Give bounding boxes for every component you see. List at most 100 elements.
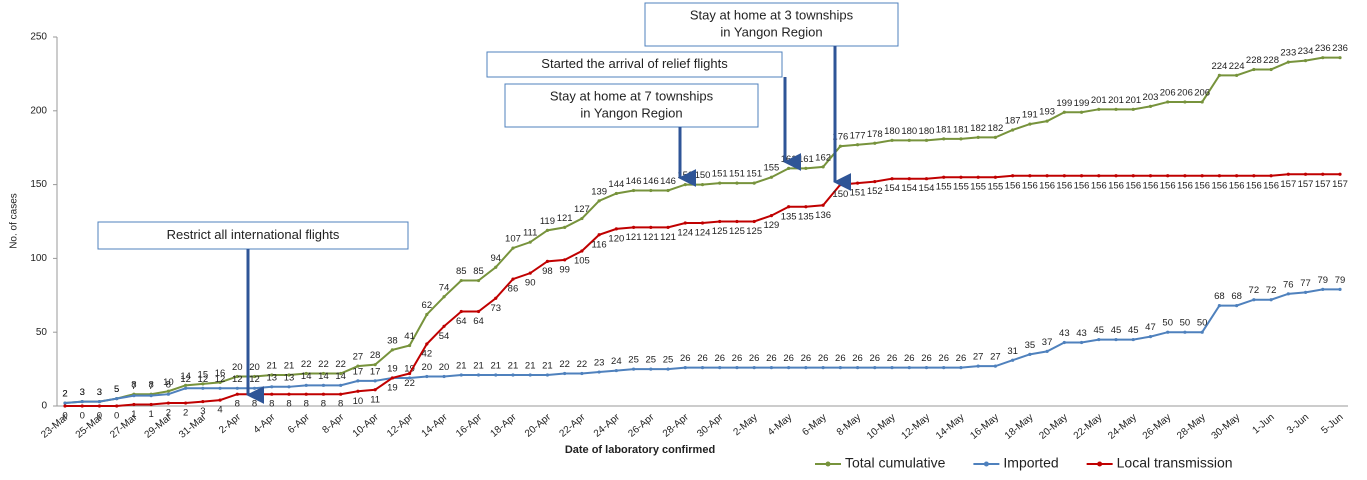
data-label: 156 <box>1246 180 1262 191</box>
point <box>1028 122 1032 126</box>
point <box>270 385 274 389</box>
point <box>924 138 929 142</box>
data-label: 146 <box>626 176 642 187</box>
data-label: 7 <box>131 381 136 392</box>
data-label: 193 <box>1039 107 1055 118</box>
legend-label: Local transmission <box>1117 455 1233 471</box>
point <box>735 219 739 224</box>
point <box>1045 119 1049 123</box>
x-tick-label: 8-Apr <box>320 411 346 436</box>
data-label: 176 <box>832 132 848 143</box>
data-label: 27 <box>990 352 1001 363</box>
data-label: 121 <box>557 213 573 224</box>
point <box>718 181 722 185</box>
point <box>580 249 584 253</box>
point <box>597 199 601 203</box>
data-label: 21 <box>542 361 553 372</box>
data-label: 68 <box>1214 291 1225 302</box>
point <box>1286 292 1290 296</box>
data-label: 146 <box>660 176 676 187</box>
point <box>235 374 239 379</box>
point <box>1338 172 1342 176</box>
point <box>390 348 394 352</box>
data-label: 154 <box>919 183 935 194</box>
data-label: 156 <box>1074 180 1090 191</box>
point <box>1217 174 1221 178</box>
data-label: 12 <box>249 374 260 385</box>
point <box>1097 337 1101 342</box>
point <box>166 392 170 396</box>
x-tick-label: 4-Apr <box>252 411 278 436</box>
data-label: 157 <box>1332 179 1348 190</box>
point <box>1028 174 1032 178</box>
point <box>115 397 119 401</box>
data-label: 12 <box>198 374 209 385</box>
data-label: 26 <box>749 353 760 364</box>
point <box>270 373 274 377</box>
data-label: 4 <box>217 405 222 416</box>
point <box>787 205 791 209</box>
point <box>942 175 946 179</box>
data-label: 24 <box>611 356 622 367</box>
data-label: 22 <box>559 359 570 370</box>
point <box>1062 340 1066 345</box>
point <box>1131 174 1135 178</box>
point <box>735 181 739 185</box>
point <box>821 165 825 169</box>
data-label: 121 <box>660 232 676 243</box>
point <box>959 175 963 179</box>
x-tick-label: 14-Apr <box>420 411 451 439</box>
x-tick-label: 10-May <box>865 412 898 442</box>
data-label: 72 <box>1266 285 1277 296</box>
point <box>1183 330 1187 334</box>
annotation-box <box>504 83 759 128</box>
point <box>1045 174 1049 178</box>
point <box>511 277 515 281</box>
data-label: 19 <box>387 363 398 374</box>
data-label: 8 <box>338 399 343 410</box>
data-label: 178 <box>867 129 883 140</box>
x-tick-label: 16-Apr <box>454 411 485 439</box>
data-label: 206 <box>1177 87 1193 98</box>
data-label: 136 <box>815 210 831 221</box>
point <box>235 386 239 390</box>
point <box>873 366 877 370</box>
point <box>890 138 894 142</box>
point <box>1303 172 1308 176</box>
data-label: 13 <box>284 372 295 383</box>
data-label: 151 <box>712 169 728 180</box>
data-label: 156 <box>1039 180 1055 191</box>
data-label: 21 <box>473 361 484 372</box>
data-label: 146 <box>643 176 659 187</box>
data-label: 27 <box>973 352 984 363</box>
data-label: 43 <box>1076 328 1087 339</box>
data-label: 5 <box>114 384 119 395</box>
point <box>442 374 446 379</box>
data-label: 124 <box>695 227 711 238</box>
data-label: 14 <box>318 371 329 382</box>
annotation-text: Stay at home at 3 townships <box>690 7 854 22</box>
point <box>1131 107 1135 111</box>
point <box>1148 335 1153 339</box>
data-label: 2 <box>183 408 188 419</box>
data-label: 26 <box>766 353 777 364</box>
point <box>390 376 394 380</box>
data-label: 156 <box>1160 180 1176 191</box>
data-label: 156 <box>1194 180 1210 191</box>
point <box>356 389 360 393</box>
point <box>1321 287 1325 291</box>
data-label: 3 <box>200 406 205 417</box>
data-label: 85 <box>473 266 484 277</box>
point <box>63 404 67 408</box>
point <box>218 398 222 402</box>
point <box>1252 174 1256 178</box>
point <box>80 404 84 408</box>
annotation-text: in Yangon Region <box>580 105 682 120</box>
data-label: 201 <box>1091 95 1107 106</box>
point <box>976 175 980 179</box>
data-label: 90 <box>525 278 536 289</box>
data-label: 155 <box>953 182 969 193</box>
data-label: 21 <box>456 361 467 372</box>
point <box>1114 174 1118 178</box>
